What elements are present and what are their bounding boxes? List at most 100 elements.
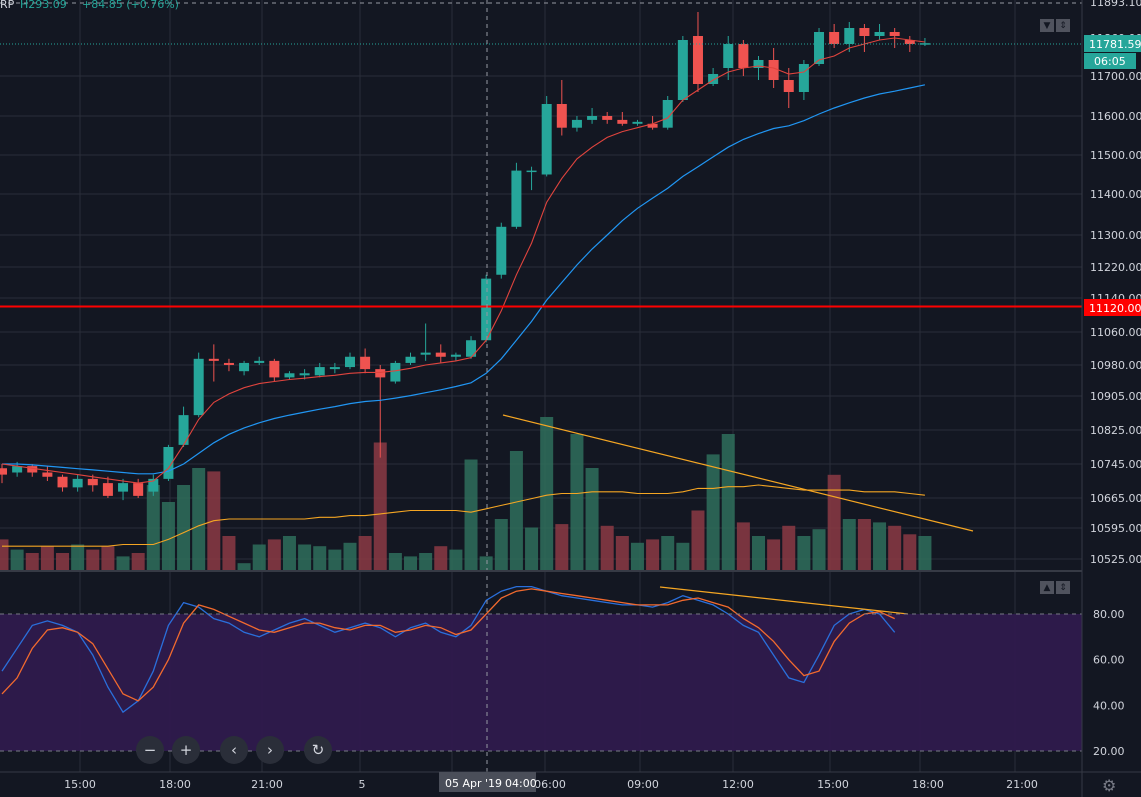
chevron-up-icon[interactable]: ▲ xyxy=(1040,581,1054,594)
chevron-down-icon[interactable]: ▼ xyxy=(1040,19,1054,32)
volume-bar xyxy=(161,502,175,570)
header-high: H293.09 xyxy=(20,0,67,11)
volume-bar xyxy=(131,553,145,570)
candle-body xyxy=(496,226,507,275)
oscillator-band xyxy=(0,614,1082,751)
price-axis[interactable]: 11700.00 11600.00 11500.00 11400.00 11300.00… xyxy=(1090,70,1141,566)
candle xyxy=(632,119,643,126)
candle-body xyxy=(435,352,446,357)
volume-bar xyxy=(343,542,357,570)
zoom-out-button[interactable]: − xyxy=(136,736,164,764)
candle-body xyxy=(0,468,7,475)
header-change: +84.85 (+0.76%) xyxy=(82,0,179,11)
ma-slow-line xyxy=(2,84,926,475)
volume-bar xyxy=(797,536,811,570)
candle xyxy=(723,36,734,80)
candle xyxy=(239,360,250,376)
volume-bar xyxy=(222,536,236,570)
volume-bar xyxy=(86,549,100,570)
volume-bar xyxy=(358,536,372,570)
candle xyxy=(466,336,477,359)
volume-bar xyxy=(646,539,660,570)
candle xyxy=(692,12,703,92)
candle-body xyxy=(829,32,840,44)
oscillator-trendline[interactable] xyxy=(659,586,909,615)
volume-bar xyxy=(419,553,433,570)
candle xyxy=(662,96,673,130)
candle xyxy=(72,474,83,492)
price-tick-label: 10980.00 xyxy=(1090,359,1141,372)
header-symbol: RP xyxy=(0,0,15,11)
candle xyxy=(738,40,749,76)
volume-trendline[interactable] xyxy=(502,414,974,532)
candle xyxy=(329,362,340,374)
candle-body xyxy=(102,483,113,496)
top-price-tick: 11893.10 xyxy=(1090,0,1141,9)
candle xyxy=(42,466,53,481)
scroll-left-button[interactable]: ‹ xyxy=(220,736,248,764)
ma-fast-line xyxy=(1,37,925,484)
candle-body xyxy=(798,64,809,92)
time-axis[interactable]: 15:00 18:00 21:00 5 06:00 09:00 12:00 15:00 18:0… xyxy=(64,778,1038,791)
candle-body xyxy=(571,119,582,128)
oscillator-axis[interactable]: 80.00 60.00 40.00 20.00 xyxy=(1093,608,1125,758)
candle-body xyxy=(72,478,83,488)
candle-body xyxy=(556,104,567,128)
osc-tick-label: 20.00 xyxy=(1093,745,1125,758)
candle-body xyxy=(360,356,371,370)
candle xyxy=(314,362,325,378)
reset-button[interactable]: ↻ xyxy=(304,736,332,764)
volume-bar xyxy=(706,454,720,570)
time-tick-label: 15:00 xyxy=(817,778,849,791)
volume-bar xyxy=(888,525,902,570)
volume-bar xyxy=(404,556,418,570)
candle-body xyxy=(299,373,310,376)
candle xyxy=(496,222,507,279)
candle xyxy=(163,444,174,481)
volume-bar xyxy=(464,459,478,570)
volume-bar xyxy=(630,542,644,570)
price-tick-label: 11400.00 xyxy=(1090,188,1141,201)
countdown-badge xyxy=(1084,53,1136,69)
volume-ma-line xyxy=(2,484,925,547)
candle-body xyxy=(738,44,749,68)
candle-body xyxy=(677,40,688,100)
candle xyxy=(481,274,492,343)
candle-body xyxy=(814,32,825,64)
volume-bar xyxy=(146,485,160,570)
candle-body xyxy=(859,28,870,36)
current-price-label: 11781.59 xyxy=(1089,38,1141,51)
navigation-controls: − + ‹ › ↻ xyxy=(136,736,332,764)
time-tick-label: 12:00 xyxy=(722,778,754,791)
volume-bar xyxy=(600,525,614,570)
zoom-in-button[interactable]: + xyxy=(172,736,200,764)
volume-bar xyxy=(661,536,675,570)
candle-body xyxy=(904,40,915,44)
current-price-badge xyxy=(1084,35,1141,52)
gear-icon[interactable]: ⚙ xyxy=(1102,776,1117,795)
price-tick-label: 10595.00 xyxy=(1090,522,1141,535)
price-tick-label: 10525.00 xyxy=(1090,553,1141,566)
volume-bar xyxy=(40,546,54,570)
candle-body xyxy=(284,373,295,378)
price-tick-label: 11700.00 xyxy=(1090,70,1141,83)
volume-bar xyxy=(71,544,85,570)
hline-label: 11120.00 xyxy=(1089,302,1141,315)
volume-bar xyxy=(767,539,781,570)
candle-body xyxy=(133,483,144,496)
candle-body xyxy=(42,472,53,477)
volume-bar xyxy=(570,434,584,570)
chevron-updown-icon[interactable]: ⇕ xyxy=(1056,19,1070,32)
price-tick-label: 10745.00 xyxy=(1090,458,1141,471)
candle-body xyxy=(239,362,250,372)
candle-body xyxy=(163,447,174,479)
scroll-right-button[interactable]: › xyxy=(256,736,284,764)
candle xyxy=(269,358,280,382)
hline-badge xyxy=(1084,299,1141,316)
chevron-updown-icon[interactable]: ⇕ xyxy=(1056,581,1070,594)
candle-body xyxy=(27,466,38,473)
candle-body xyxy=(617,119,628,124)
candle-body xyxy=(587,116,598,120)
volume-bar xyxy=(0,539,9,570)
